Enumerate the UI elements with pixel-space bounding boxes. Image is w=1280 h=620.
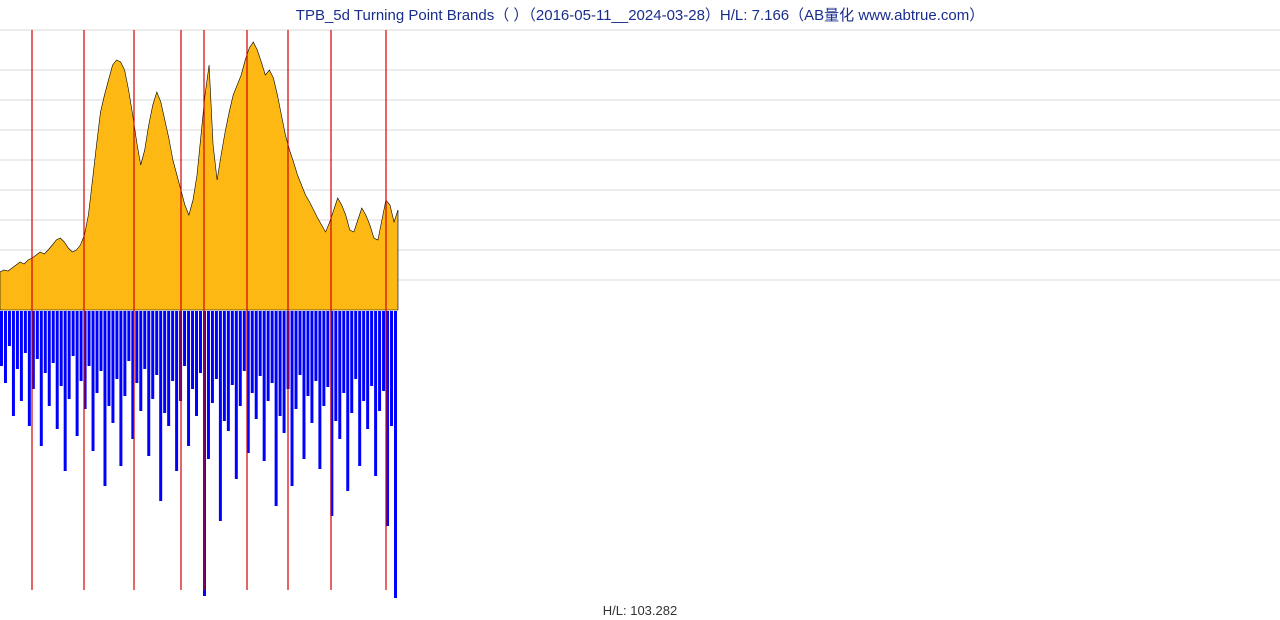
chart-svg — [0, 28, 1280, 598]
footer-label: H/L: 103.282 — [603, 603, 677, 618]
chart-container — [0, 28, 1280, 598]
chart-title: TPB_5d Turning Point Brands（ ）（2016-05-1… — [0, 0, 1280, 25]
